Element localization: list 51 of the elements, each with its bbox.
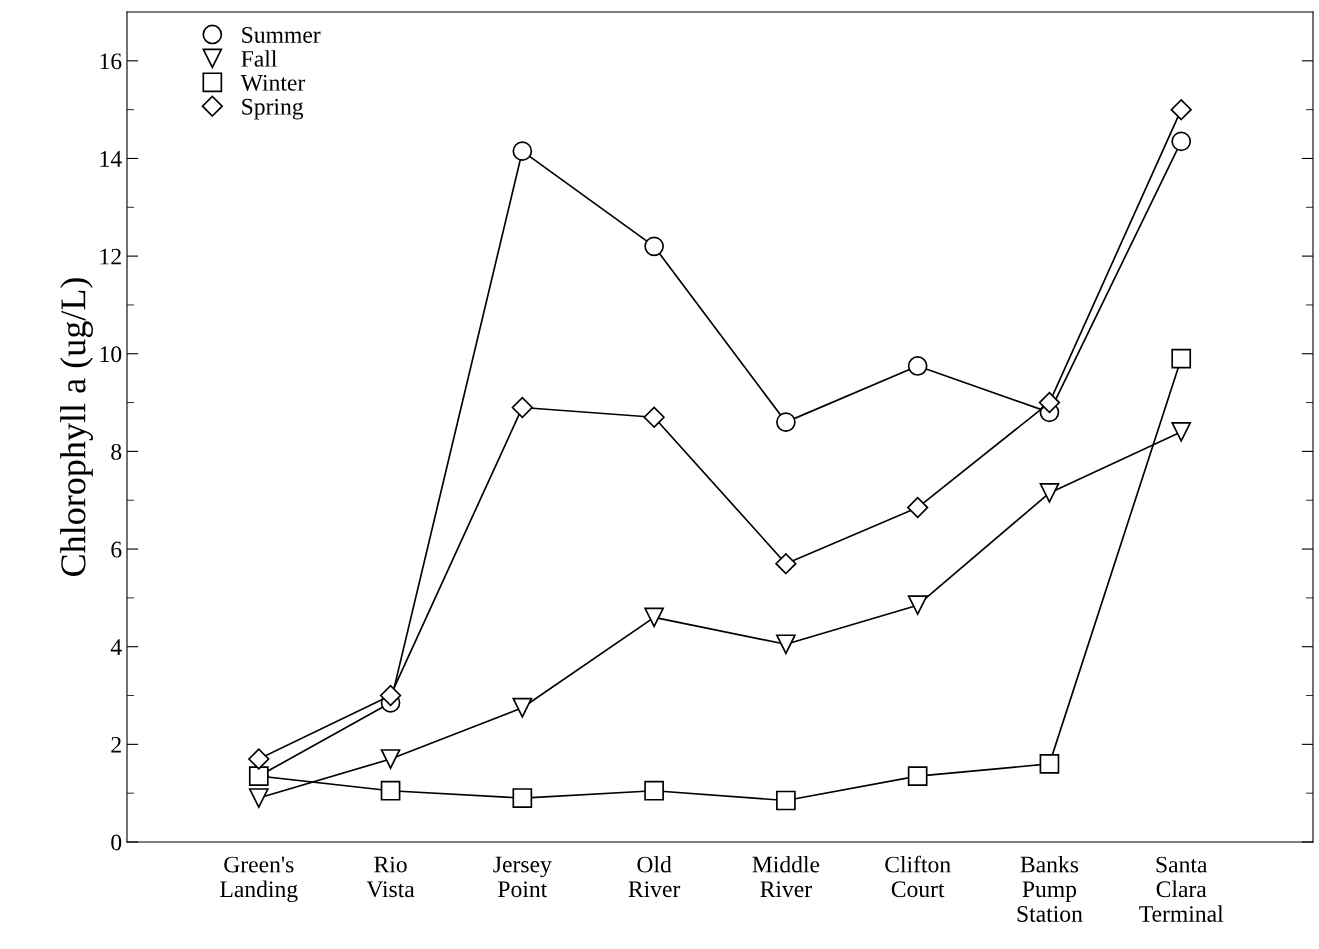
point xyxy=(644,780,664,801)
legend-label: Summer xyxy=(242,27,321,43)
point xyxy=(1038,391,1061,414)
point xyxy=(1170,98,1192,121)
x-tick-label: Green's Landing xyxy=(220,856,298,903)
legend-label: Spring xyxy=(242,98,304,120)
legend-label: Fall xyxy=(241,50,277,67)
x-tick-label: Old River xyxy=(628,855,681,898)
y-tick-label: 6 xyxy=(111,541,122,558)
y-tick-label: 12 xyxy=(100,248,121,265)
point xyxy=(644,607,664,628)
point xyxy=(1171,348,1192,369)
point xyxy=(1039,754,1060,774)
point xyxy=(776,634,796,655)
point xyxy=(643,406,665,428)
y-tick-label: 2 xyxy=(111,736,121,753)
point xyxy=(907,595,928,616)
point xyxy=(907,356,928,376)
point xyxy=(1171,422,1192,442)
point xyxy=(1171,131,1192,152)
point xyxy=(512,788,533,808)
point xyxy=(776,790,796,811)
point xyxy=(644,236,664,257)
y-axis-title: Chlorophyll a (ug/L) xyxy=(60,278,93,576)
point xyxy=(907,766,928,786)
point xyxy=(776,412,796,432)
point xyxy=(511,396,533,419)
point xyxy=(248,766,269,786)
point xyxy=(1039,483,1060,503)
point xyxy=(512,697,533,718)
x-tick-label: Middle River xyxy=(752,855,820,898)
y-tick-label: 8 xyxy=(111,443,122,460)
point xyxy=(512,141,533,162)
point xyxy=(907,496,929,519)
x-tick-label: Banks Pump Station xyxy=(1017,855,1083,922)
point xyxy=(380,780,401,801)
point xyxy=(775,553,797,575)
y-tick-label: 4 xyxy=(110,639,122,655)
point xyxy=(380,749,401,769)
y-tick-label: 16 xyxy=(100,53,122,70)
point xyxy=(248,788,269,808)
y-tick-label: 14 xyxy=(100,151,122,167)
y-tick-label: 0 xyxy=(111,834,122,851)
x-tick-label: Clifton Court xyxy=(885,855,951,898)
legend-label: Winter xyxy=(240,74,306,91)
point xyxy=(379,684,402,707)
x-tick-label: Rio Vista xyxy=(366,856,415,898)
x-tick-label: Santa Clara Terminal xyxy=(1139,856,1224,922)
point xyxy=(248,748,270,770)
x-tick-label: Jersey Point xyxy=(493,856,552,898)
y-tick-label: 10 xyxy=(100,346,122,363)
